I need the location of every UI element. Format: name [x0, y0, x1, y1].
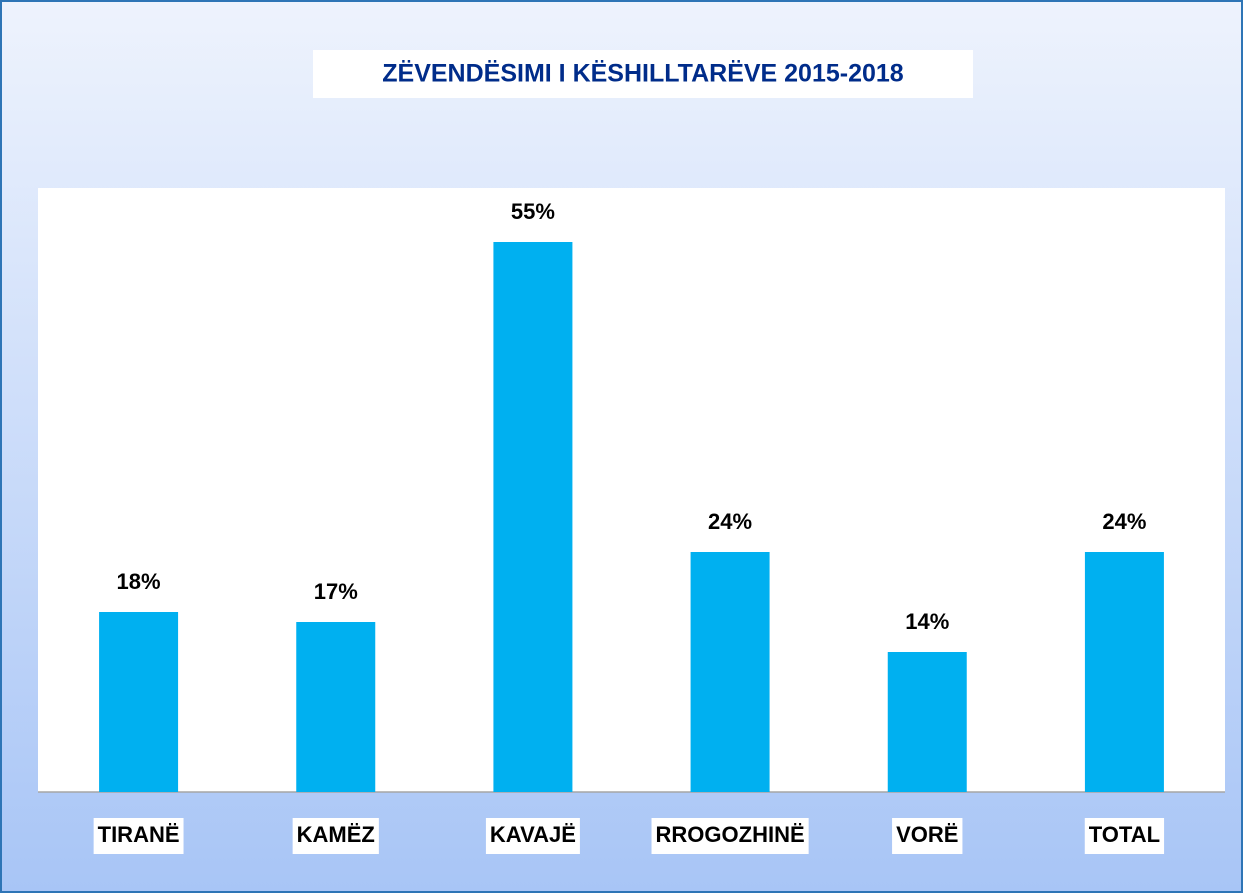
- plot-area: [38, 188, 1225, 792]
- bar: [296, 622, 376, 792]
- value-label: 17%: [314, 579, 358, 604]
- category-label-box: [292, 818, 379, 854]
- category-label-box: [651, 818, 809, 854]
- value-label: 18%: [117, 569, 161, 594]
- x-tick-label: VORË: [896, 822, 958, 847]
- x-tick-label: TIRANË: [98, 822, 180, 847]
- bar: [99, 612, 179, 792]
- x-tick-label: KAVAJË: [490, 822, 576, 847]
- category-label-box: [485, 818, 580, 854]
- value-label: 14%: [905, 609, 949, 634]
- category-label-box: [93, 818, 184, 854]
- bar: [493, 242, 573, 792]
- title-box: [313, 50, 973, 98]
- category-label-box: [892, 818, 963, 854]
- value-label: 55%: [511, 199, 555, 224]
- bar: [690, 552, 770, 792]
- bar: [1084, 552, 1164, 792]
- chart-title: ZËVENDËSIMI I KËSHILLTARËVE 2015-2018: [382, 60, 904, 88]
- value-label: 24%: [708, 509, 752, 534]
- category-label-box: [1084, 818, 1165, 854]
- value-label: 24%: [1102, 509, 1146, 534]
- x-tick-label: KAMËZ: [297, 822, 375, 847]
- bar: [887, 652, 967, 792]
- x-tick-label: RROGOZHINË: [656, 822, 805, 847]
- x-tick-label: TOTAL: [1089, 822, 1160, 847]
